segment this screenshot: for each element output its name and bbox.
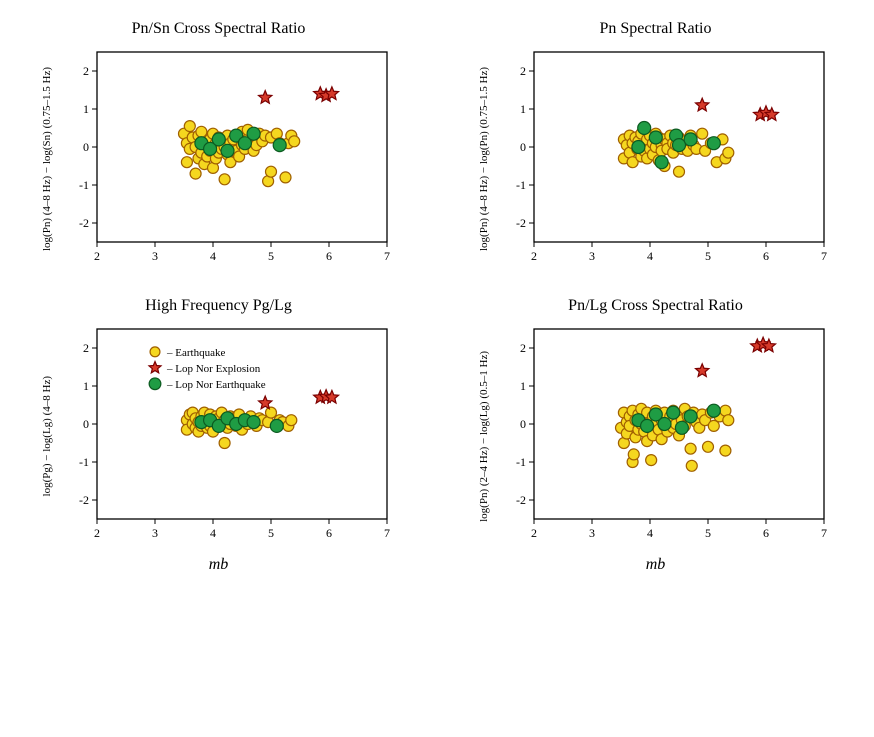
svg-text:0: 0 bbox=[83, 417, 89, 431]
svg-text:7: 7 bbox=[384, 526, 390, 540]
svg-text:-1: -1 bbox=[516, 455, 526, 469]
svg-text:-2: -2 bbox=[516, 493, 526, 507]
svg-text:3: 3 bbox=[152, 526, 158, 540]
y-axis-label: log(Pn) (2–4 Hz) − log(Lg) (0.5–1 Hz) bbox=[478, 351, 490, 522]
svg-text:7: 7 bbox=[384, 249, 390, 263]
y-axis-label: log(Pn) (4–8 Hz) − log(Pn) (0.75–1.5 Hz) bbox=[478, 67, 490, 251]
svg-text:5: 5 bbox=[705, 249, 711, 263]
panel-title: High Frequency Pg/Lg bbox=[145, 297, 292, 315]
chart-svg: 2 3 4 5 6 7 -2 -1 0 1 2 – Earthquake – Lop Nor Explo… bbox=[57, 319, 397, 554]
svg-text:0: 0 bbox=[520, 140, 526, 154]
svg-text:7: 7 bbox=[821, 526, 827, 540]
y-axis-label: log(Pg) − log(Lg) (4–8 Hz) bbox=[41, 376, 53, 496]
panel-0: Pn/Sn Cross Spectral Ratio log(Pn) (4–8 … bbox=[20, 20, 417, 277]
svg-text:1: 1 bbox=[520, 379, 526, 393]
plot-wrap: log(Pn) (2–4 Hz) − log(Lg) (0.5–1 Hz) 2 3… bbox=[478, 319, 834, 554]
svg-text:-2: -2 bbox=[79, 216, 89, 230]
chart-svg: 2 3 4 5 6 7 -2 -1 0 1 2 bbox=[494, 42, 834, 277]
y-axis-label: log(Pn) (4–8 Hz) − log(Sn) (0.75–1.5 Hz) bbox=[41, 67, 53, 251]
svg-text:2: 2 bbox=[520, 64, 526, 78]
svg-text:1: 1 bbox=[83, 379, 89, 393]
svg-text:6: 6 bbox=[763, 249, 769, 263]
panel-3: Pn/Lg Cross Spectral Ratio log(Pn) (2–4 … bbox=[457, 297, 854, 574]
svg-text:0: 0 bbox=[83, 140, 89, 154]
svg-text:4: 4 bbox=[647, 526, 653, 540]
panel-2: High Frequency Pg/Lg log(Pg) − log(Lg) (… bbox=[20, 297, 417, 574]
x-axis-label: mb bbox=[209, 556, 229, 574]
svg-text:2: 2 bbox=[94, 526, 100, 540]
svg-text:2: 2 bbox=[83, 64, 89, 78]
svg-text:-1: -1 bbox=[79, 455, 89, 469]
svg-text:6: 6 bbox=[763, 526, 769, 540]
svg-text:– Lop Nor Explosion: – Lop Nor Explosion bbox=[166, 363, 261, 375]
x-axis-label: mb bbox=[646, 556, 666, 574]
svg-text:3: 3 bbox=[589, 249, 595, 263]
svg-text:1: 1 bbox=[83, 102, 89, 116]
chart-svg: 2 3 4 5 6 7 -2 -1 0 1 2 bbox=[494, 319, 834, 554]
svg-text:4: 4 bbox=[210, 526, 216, 540]
svg-text:2: 2 bbox=[94, 249, 100, 263]
panel-title: Pn/Sn Cross Spectral Ratio bbox=[132, 20, 306, 38]
svg-text:2: 2 bbox=[531, 526, 537, 540]
svg-text:2: 2 bbox=[83, 341, 89, 355]
plot-wrap: log(Pn) (4–8 Hz) − log(Pn) (0.75–1.5 Hz)… bbox=[478, 42, 834, 277]
panel-1: Pn Spectral Ratio log(Pn) (4–8 Hz) − log… bbox=[457, 20, 854, 277]
svg-text:2: 2 bbox=[520, 341, 526, 355]
svg-text:1: 1 bbox=[520, 102, 526, 116]
svg-text:3: 3 bbox=[589, 526, 595, 540]
svg-text:5: 5 bbox=[268, 526, 274, 540]
svg-text:7: 7 bbox=[821, 249, 827, 263]
plot-wrap: log(Pg) − log(Lg) (4–8 Hz) 234567-2-1012… bbox=[41, 319, 397, 554]
panel-title: Pn/Lg Cross Spectral Ratio bbox=[568, 297, 743, 315]
svg-text:– Lop Nor Earthquake: – Lop Nor Earthquake bbox=[166, 379, 266, 391]
chart-grid: Pn/Sn Cross Spectral Ratio log(Pn) (4–8 … bbox=[20, 20, 854, 574]
svg-text:5: 5 bbox=[268, 249, 274, 263]
svg-text:0: 0 bbox=[520, 417, 526, 431]
svg-text:6: 6 bbox=[326, 526, 332, 540]
svg-text:6: 6 bbox=[326, 249, 332, 263]
svg-text:-1: -1 bbox=[79, 178, 89, 192]
svg-text:– Earthquake: – Earthquake bbox=[166, 347, 225, 359]
svg-text:-2: -2 bbox=[79, 493, 89, 507]
chart-svg: 2 3 4 5 6 7 -2 -1 0 1 2 bbox=[57, 42, 397, 277]
svg-text:-2: -2 bbox=[516, 216, 526, 230]
svg-text:2: 2 bbox=[531, 249, 537, 263]
plot-wrap: log(Pn) (4–8 Hz) − log(Sn) (0.75–1.5 Hz)… bbox=[41, 42, 397, 277]
svg-text:3: 3 bbox=[152, 249, 158, 263]
svg-text:5: 5 bbox=[705, 526, 711, 540]
panel-title: Pn Spectral Ratio bbox=[600, 20, 712, 38]
svg-text:4: 4 bbox=[647, 249, 653, 263]
svg-text:-1: -1 bbox=[516, 178, 526, 192]
svg-text:4: 4 bbox=[210, 249, 216, 263]
